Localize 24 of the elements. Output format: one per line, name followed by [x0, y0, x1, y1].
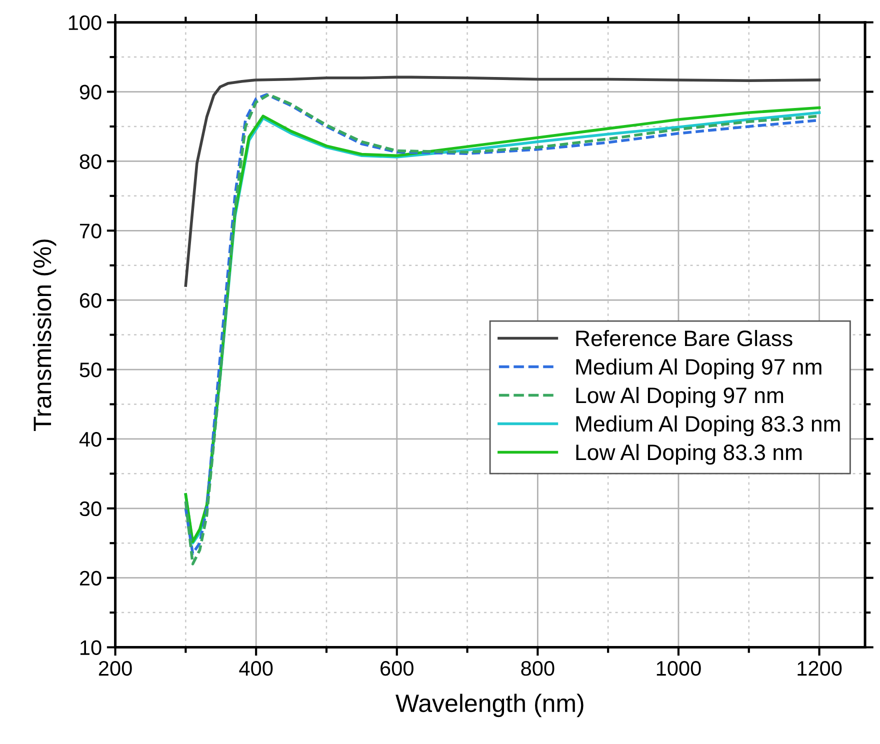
legend-label: Medium Al Doping 97 nm [576, 358, 822, 380]
y-tick-label: 60 [80, 293, 102, 308]
y-tick-label: 30 [80, 501, 102, 516]
legend-label: Reference Bare Glass [576, 330, 792, 346]
y-tick-label: 80 [80, 154, 102, 169]
x-tick-label: 400 [239, 661, 273, 676]
legend-label: Low Al Doping 83.3 nm [576, 444, 802, 465]
x-tick-label: 800 [521, 661, 554, 676]
y-tick-label: 100 [68, 15, 102, 30]
x-axis-title: Wavelength (nm) [396, 694, 584, 718]
x-tick-label: 600 [380, 661, 414, 676]
y-tick-label: 70 [80, 224, 102, 238]
y-tick-label: 20 [80, 570, 102, 586]
y-tick-label: 40 [79, 432, 102, 447]
line-series [184, 76, 821, 287]
y-tick-label: 10 [80, 640, 102, 656]
y-axis-title: Transmission (%) [32, 240, 56, 431]
x-tick-label: 1200 [798, 661, 842, 676]
y-tick-label: 90 [80, 84, 102, 100]
legend-label: Medium Al Doping 83.3 nm [576, 415, 840, 436]
y-tick-label: 50 [80, 362, 102, 378]
legend-label: Low Al Doping 97 nm [576, 386, 784, 408]
x-tick-label: 1000 [656, 661, 701, 676]
x-tick-label: 200 [98, 661, 132, 676]
